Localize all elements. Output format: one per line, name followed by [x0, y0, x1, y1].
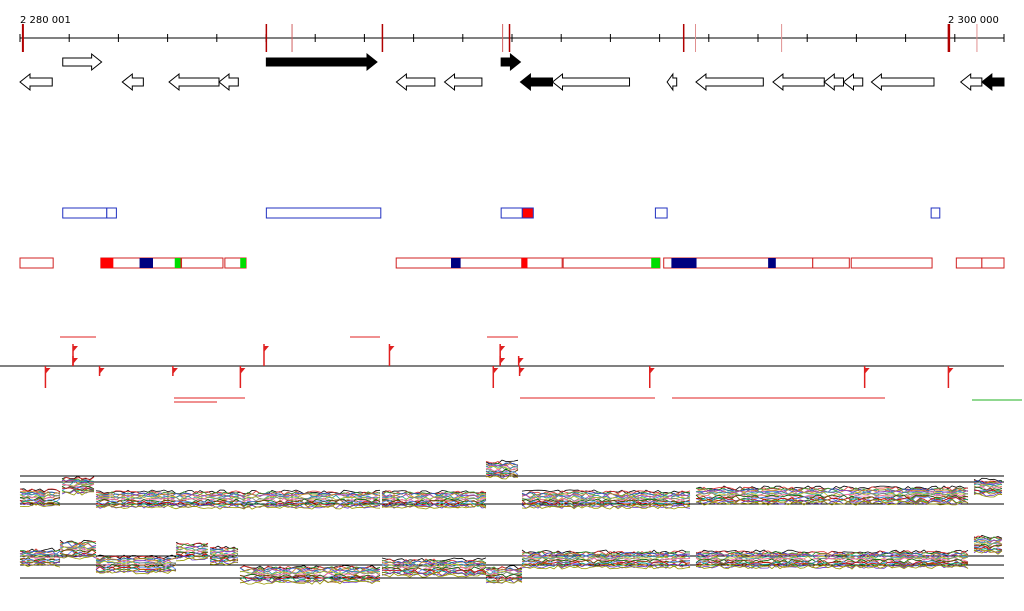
promoter-arrowhead	[500, 358, 506, 364]
promoter-arrowhead	[500, 346, 506, 352]
gene-arrow	[218, 72, 239, 92]
operon-box	[654, 207, 668, 219]
operon-box	[955, 257, 983, 269]
operon-box	[500, 207, 523, 219]
operon-track-blue	[62, 207, 941, 219]
operon-track-red	[19, 257, 1005, 269]
ruler-ticks	[19, 34, 1005, 42]
promoter-arrowhead	[72, 346, 78, 352]
operon-box	[930, 207, 941, 219]
gene-arrow	[168, 72, 220, 92]
operon-box	[265, 207, 382, 219]
promoter-arrowhead	[240, 368, 246, 374]
operon-mark	[451, 258, 461, 268]
promoter-arrowhead	[263, 346, 269, 352]
operon-box	[62, 207, 108, 219]
gene-arrow	[519, 72, 554, 92]
expression-series-line	[19, 474, 1003, 510]
gene-arrow	[500, 52, 522, 72]
gene-arrow	[959, 72, 983, 92]
operon-box	[521, 207, 534, 219]
gene-arrow	[19, 72, 53, 92]
gene-arrow	[265, 52, 378, 72]
ruler-track: 2 280 001 2 300 000	[19, 15, 1005, 52]
promoter-arrowhead	[518, 358, 524, 364]
gene-arrow	[823, 72, 845, 92]
promoter-arrowhead	[99, 368, 105, 374]
operon-mark	[651, 258, 660, 268]
operon-box	[850, 257, 933, 269]
operon-mark	[671, 258, 697, 268]
operon-mark	[100, 258, 114, 268]
ruler-start-label: 2 280 001	[20, 15, 71, 26]
operon-box	[106, 207, 117, 219]
expression-series-line	[19, 535, 1003, 570]
promoter-arrowhead	[389, 346, 395, 352]
operon-mark	[139, 258, 153, 268]
operon-mark	[768, 258, 776, 268]
operon-box	[562, 257, 661, 269]
gene-arrow	[666, 72, 678, 92]
expression-series-line	[19, 461, 1003, 496]
gene-arrow	[695, 72, 764, 92]
promoter-arrowhead	[519, 368, 525, 374]
gene-arrow	[443, 72, 483, 92]
expression-track-forward	[19, 459, 1004, 510]
gene-track	[19, 52, 1005, 92]
ruler-marks	[21, 24, 978, 52]
operon-box	[981, 257, 1005, 269]
promoter-arrowhead	[649, 368, 655, 374]
promoter-arrowhead	[948, 368, 954, 374]
promoter-track	[0, 336, 1022, 403]
gene-arrow	[842, 72, 864, 92]
operon-mark	[521, 258, 528, 268]
operon-box	[812, 257, 850, 269]
gene-arrow	[551, 72, 631, 92]
expression-track-reverse	[19, 535, 1004, 585]
promoter-arrowhead	[172, 368, 178, 374]
promoter-arrowhead	[72, 358, 78, 364]
gene-arrow	[62, 52, 103, 72]
expression-series-line	[20, 549, 1003, 585]
promoter-arrowhead	[864, 368, 870, 374]
operon-mark	[174, 258, 181, 268]
gene-arrow	[772, 72, 825, 92]
gene-arrow	[870, 72, 935, 92]
operon-box	[181, 257, 224, 269]
promoter-arrowhead	[45, 368, 51, 374]
ruler-end-label: 2 300 000	[948, 15, 999, 26]
gene-arrow	[395, 72, 436, 92]
operon-box	[19, 257, 54, 269]
operon-box	[395, 257, 536, 269]
gene-arrow	[981, 72, 1005, 92]
operon-mark	[240, 258, 247, 268]
operon-box	[521, 257, 563, 269]
promoter-arrowhead	[493, 368, 499, 374]
gene-arrow	[121, 72, 144, 92]
